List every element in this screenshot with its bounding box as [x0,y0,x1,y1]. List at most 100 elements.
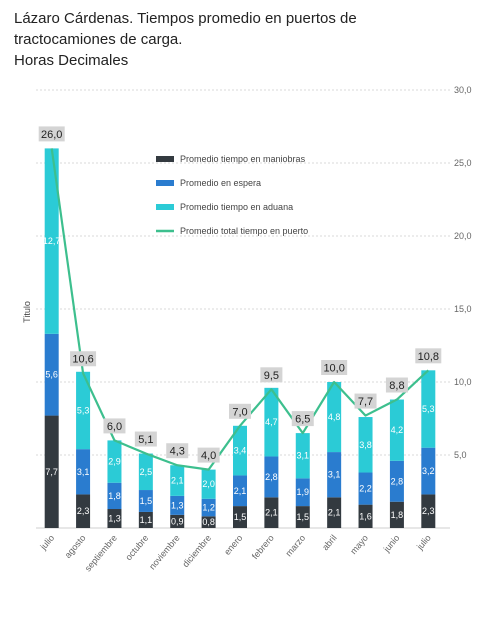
total-label-box [197,447,220,463]
bar-segment [201,469,216,499]
data-label: 2,2 [359,484,372,494]
data-label: 2,9 [108,457,121,467]
bar-segment [264,387,279,457]
total-label-box [38,126,65,142]
data-label: 1,6 [359,511,372,521]
data-label: 4,8 [328,412,341,422]
total-label: 26,0 [41,129,62,141]
x-tick-label: agosto [63,533,88,560]
total-label-box [229,403,251,419]
data-label: 5,3 [77,405,90,415]
total-label: 5,1 [138,434,153,446]
legend-label: Promedio en espera [180,178,261,188]
y-axis-label: Titulo [22,301,32,323]
bar-segment [264,497,279,528]
x-tick-label: diciembre [180,533,213,569]
total-label-box [321,360,348,375]
bar-segment [107,440,122,483]
y-tick-label: 15,0 [454,304,472,314]
x-tick-label: julio [38,533,57,552]
x-tick-label: septiembre [83,533,119,574]
data-label: 2,8 [265,472,278,482]
data-label: 2,8 [391,476,404,486]
x-tick-label: noviembre [147,533,182,572]
y-tick-label: 20,0 [454,231,472,241]
bar-segment [358,472,373,505]
bar-segment [201,516,216,528]
total-label-box [134,431,157,447]
data-label: 1,1 [140,515,153,525]
y-axis-ticks: 30,0 25,0 20,0 15,0 10,0 5,0 [454,85,472,460]
total-label: 7,0 [232,406,247,418]
x-tick-label: enero [222,533,244,557]
chart-subtitle: Horas Decimales [14,52,129,69]
data-label: 4,7 [265,417,278,427]
data-label: 5,3 [422,404,435,414]
gridlines [36,89,450,529]
total-label: 10,6 [72,354,93,366]
data-label: 0,8 [202,517,215,527]
data-label: 1,2 [202,503,215,513]
total-label-box [103,418,126,434]
bar-segment [233,475,247,507]
bar-segment [233,506,247,528]
bar-segment [170,495,185,515]
data-label: 1,5 [140,496,153,506]
bar-segment [107,482,122,510]
data-label: 1,5 [297,512,310,522]
data-label: 3,4 [234,446,247,456]
data-label: 1,3 [108,514,121,524]
bar-segment [138,511,153,528]
data-label: 3,8 [359,440,372,450]
total-label-box [385,377,408,393]
data-label: 2,0 [202,479,215,489]
x-tick-label: marzo [284,533,308,559]
data-label: 3,1 [297,451,310,461]
data-label: 2,1 [234,486,247,496]
total-label: 8,8 [389,380,404,392]
y-tick-label: 10,0 [454,377,472,387]
total-line-path [50,148,430,471]
x-tick-label: julio [414,533,433,552]
bar-segment [138,490,153,512]
x-tick-label: junio [381,533,402,555]
bar-segment [264,456,279,498]
legend-label: Promedio total tiempo en puerto [180,226,308,236]
bar-segment [421,494,436,528]
bar-segment [44,333,59,416]
bar-segment [170,514,185,528]
bar-segment [389,460,404,502]
data-label: 0,9 [171,516,184,526]
data-label: 2,1 [328,508,341,518]
total-label: 10,0 [323,363,344,375]
bar-segment [389,501,404,528]
data-label: 3,1 [328,470,341,480]
total-label: 6,0 [107,421,122,433]
total-label: 7,7 [358,396,373,408]
total-label-box [354,393,377,409]
x-tick-label: octubre [123,533,150,562]
bar-segment [170,465,185,496]
bar-segment [76,449,91,495]
bar-segment [76,494,91,528]
y-tick-label: 30,0 [454,85,472,95]
total-label-box [415,348,442,364]
x-tick-label: mayo [348,533,370,556]
total-label: 10,8 [418,351,439,363]
total-label: 9,5 [264,370,279,382]
data-label: 2,1 [171,476,184,486]
bar-segment [327,382,342,453]
x-tick-label: febrero [250,533,276,561]
data-label: 12,7 [43,236,61,246]
legend-label: Promedio tiempo en maniobras [180,154,306,164]
bar-segment [295,506,310,528]
data-label: 1,9 [297,487,310,497]
bar-segment [44,415,59,528]
data-label: 2,3 [77,506,90,516]
y-tick-label: 25,0 [454,158,472,168]
bar-segment [358,417,373,473]
legend-label: Promedio tiempo en aduana [180,202,293,212]
bar-segment [138,453,153,491]
